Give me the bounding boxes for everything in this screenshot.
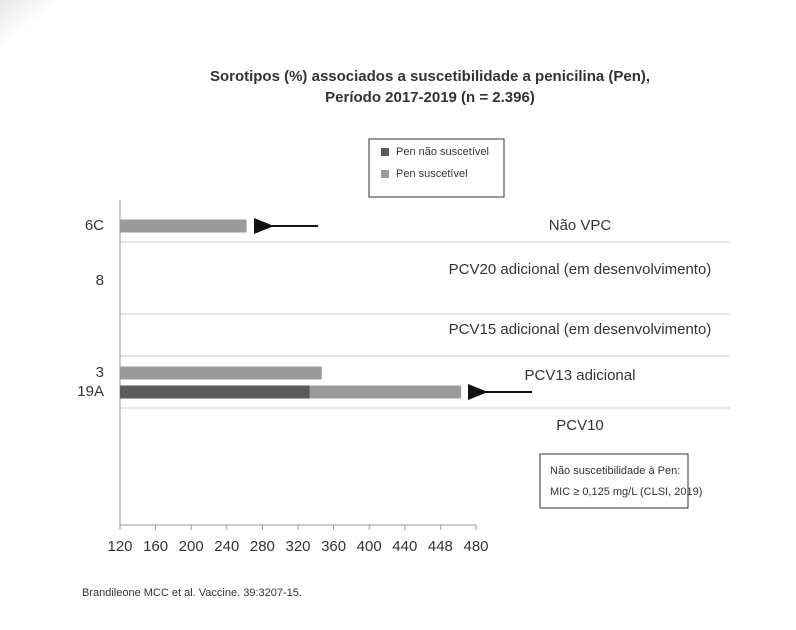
x-tick-label: 448 bbox=[428, 538, 453, 555]
x-tick-label: 480 bbox=[463, 538, 488, 555]
group-label: PCV10 bbox=[556, 417, 604, 434]
y-tick-label: 6C bbox=[85, 217, 104, 234]
chart-title: Sorotipos (%) associados a suscetibilida… bbox=[210, 68, 650, 85]
x-tick-label: 360 bbox=[321, 538, 346, 555]
legend-label: Pen suscetível bbox=[396, 168, 468, 180]
legend-swatch bbox=[381, 148, 389, 156]
group-label: PCV15 adicional (em desenvolvimento) bbox=[449, 321, 712, 338]
legend-swatch bbox=[381, 170, 389, 178]
note-text: Não suscetibilidade à Pen: bbox=[550, 465, 680, 477]
legend-label: Pen não suscetível bbox=[396, 146, 489, 158]
x-tick-label: 120 bbox=[107, 538, 132, 555]
bar bbox=[309, 385, 462, 399]
note-text: MIC ≥ 0,125 mg/L (CLSI, 2019) bbox=[550, 486, 702, 498]
y-tick-label: 8 bbox=[96, 272, 104, 289]
y-tick-label: 19A bbox=[77, 383, 104, 400]
x-tick-label: 200 bbox=[179, 538, 204, 555]
x-tick-label: 440 bbox=[392, 538, 417, 555]
group-label: PCV20 adicional (em desenvolvimento) bbox=[449, 261, 712, 278]
group-label: PCV13 adicional bbox=[525, 367, 636, 384]
x-tick-label: 280 bbox=[250, 538, 275, 555]
group-label: Não VPC bbox=[549, 217, 612, 234]
legend-box bbox=[368, 138, 505, 198]
x-tick-label: 240 bbox=[214, 538, 239, 555]
bar bbox=[120, 366, 322, 380]
chart-subtitle: Período 2017-2019 (n = 2.396) bbox=[325, 89, 535, 106]
x-tick-label: 320 bbox=[285, 538, 310, 555]
y-tick-label: 3 bbox=[96, 364, 104, 381]
bar bbox=[120, 385, 310, 399]
source: Brandileone MCC et al. Vaccine. 39:3207-… bbox=[82, 587, 302, 599]
x-tick-label: 160 bbox=[143, 538, 168, 555]
note-box bbox=[539, 453, 689, 509]
x-tick-label: 400 bbox=[357, 538, 382, 555]
bar bbox=[120, 219, 247, 233]
